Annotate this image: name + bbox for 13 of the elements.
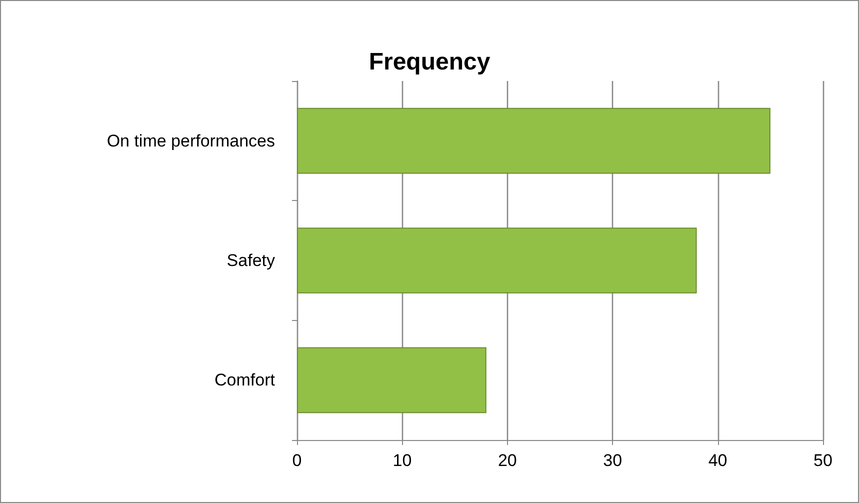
- bar: [297, 108, 770, 174]
- y-tick-label: Comfort: [214, 370, 276, 390]
- x-tick-label: 40: [708, 451, 728, 470]
- bar: [297, 347, 486, 414]
- x-tick-label: 20: [498, 451, 517, 470]
- x-tick-label: 10: [392, 451, 412, 470]
- x-tick-label: 0: [292, 451, 302, 470]
- y-tick-label: Safety: [226, 251, 276, 270]
- chart-title: Frequency: [368, 48, 491, 76]
- bar: [297, 228, 697, 294]
- y-tick-label: On time performances: [106, 131, 275, 150]
- x-tick-label: 50: [814, 451, 832, 470]
- x-tick-label: 30: [603, 451, 622, 470]
